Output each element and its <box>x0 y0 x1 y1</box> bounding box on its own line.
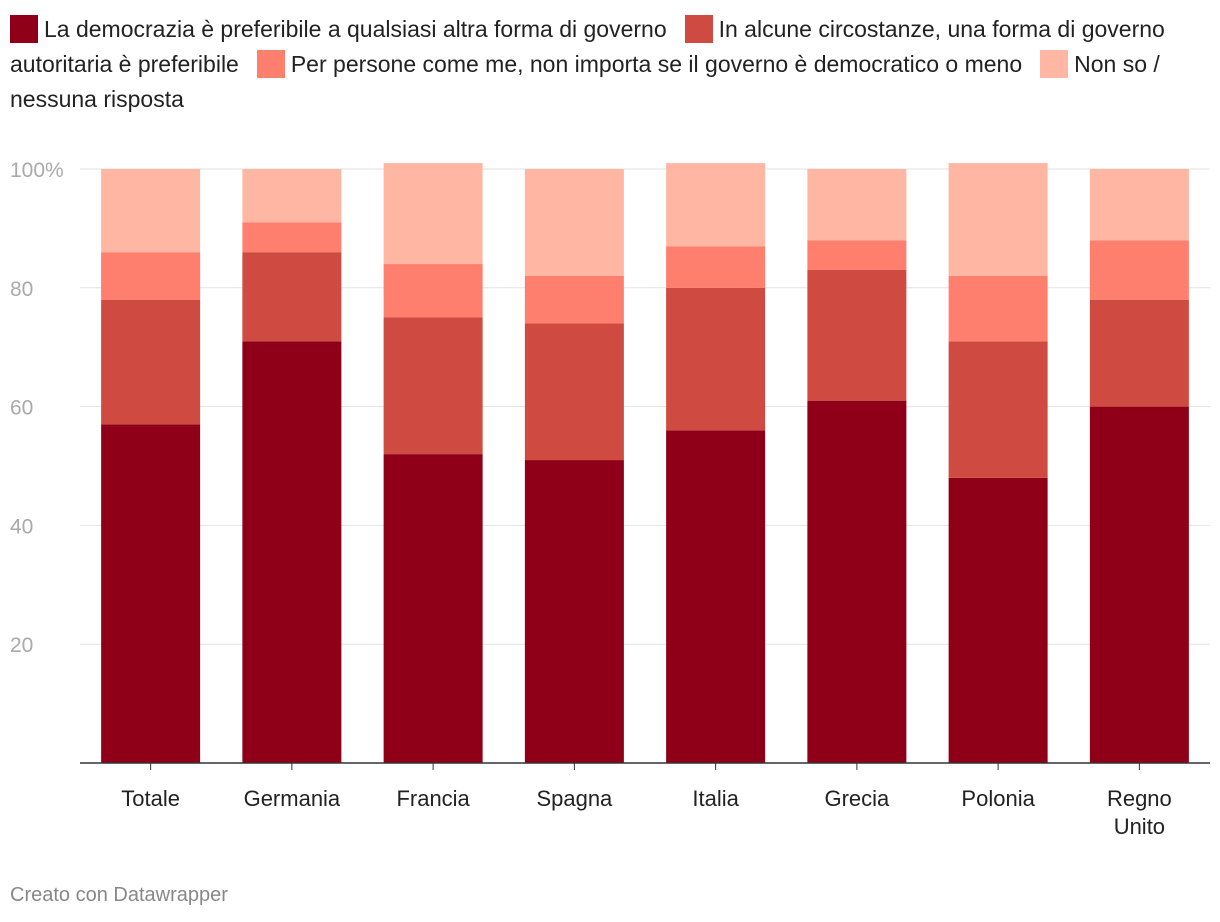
y-tick-label: 80 <box>10 278 33 301</box>
bar-segment <box>1089 240 1189 300</box>
chart-legend: La democrazia è preferibile a qualsiasi … <box>10 12 1200 117</box>
bar-segment <box>1089 299 1189 407</box>
bar-segment <box>101 424 201 763</box>
legend-swatch <box>684 15 713 43</box>
stacked-bar-chart: 100% 80 60 40 20 Totale Germania Francia Spagna I… <box>10 159 1210 839</box>
legend-item: Per persone come me, non importa se il g… <box>256 50 1023 78</box>
bar-segment <box>242 222 342 253</box>
bar-segment <box>524 323 624 461</box>
legend-swatch <box>10 15 38 43</box>
bar-segment <box>666 287 766 431</box>
bar-segment <box>524 460 624 763</box>
bar-segment <box>666 246 766 288</box>
y-tick-label: 40 <box>10 515 33 538</box>
y-tick-label: 20 <box>10 634 33 657</box>
x-tick-label: Totale <box>121 786 180 811</box>
bar-segment <box>383 317 483 455</box>
x-tick-label: Polonia <box>961 786 1035 811</box>
legend-label: In alcune circostanze, una forma di gove… <box>10 16 1165 77</box>
legend-swatch <box>1040 50 1069 78</box>
x-tick-label-line: Unito <box>1114 814 1165 839</box>
legend-swatch <box>256 50 285 78</box>
legend-label: Per persone come me, non importa se il g… <box>290 51 1023 77</box>
bar-segment <box>242 169 342 223</box>
bar-segment <box>383 454 483 763</box>
x-tick-label: Spagna <box>536 786 613 811</box>
bar-segment <box>524 275 624 324</box>
bar-segment <box>383 264 483 318</box>
bar-segment <box>948 275 1048 342</box>
bar-segment <box>807 400 907 763</box>
x-tick-label: Regno Unito <box>1107 786 1172 839</box>
bar-segment <box>101 252 201 300</box>
y-tick-label: 60 <box>10 397 33 420</box>
legend-item: La democrazia è preferibile a qualsiasi … <box>10 15 667 43</box>
legend-item: In alcune circostanze, una forma di gove… <box>10 15 1165 77</box>
bar-segment <box>807 240 907 270</box>
bar-segment <box>383 163 483 265</box>
bar-segment <box>666 430 766 763</box>
y-tick-label: 100% <box>10 159 64 182</box>
x-tick-label: Francia <box>396 786 470 811</box>
bar-segment <box>1089 169 1189 241</box>
bar-segment <box>101 299 201 425</box>
bar-segment <box>1089 406 1189 763</box>
bar-segment <box>807 269 907 401</box>
legend-item: Non so / nessuna risposta <box>10 50 1160 112</box>
bar-segment <box>948 163 1048 276</box>
legend-label: Non so / nessuna risposta <box>10 51 1160 112</box>
x-tick-label: Germania <box>244 786 341 811</box>
bar-segment <box>242 252 342 342</box>
x-tick-label-line: Regno <box>1107 786 1172 811</box>
legend-label: La democrazia è preferibile a qualsiasi … <box>44 16 667 42</box>
x-tick-label: Grecia <box>824 786 890 811</box>
bar-segment <box>524 169 624 276</box>
bar-segment <box>101 169 201 253</box>
bar-segment <box>948 477 1048 763</box>
bar-segment <box>807 169 907 241</box>
bar-segment <box>948 341 1048 478</box>
bar-segment <box>666 163 766 247</box>
x-tick-label: Italia <box>692 786 739 811</box>
bar-segment <box>242 341 342 763</box>
credit-text: Creato con Datawrapper <box>10 884 228 906</box>
